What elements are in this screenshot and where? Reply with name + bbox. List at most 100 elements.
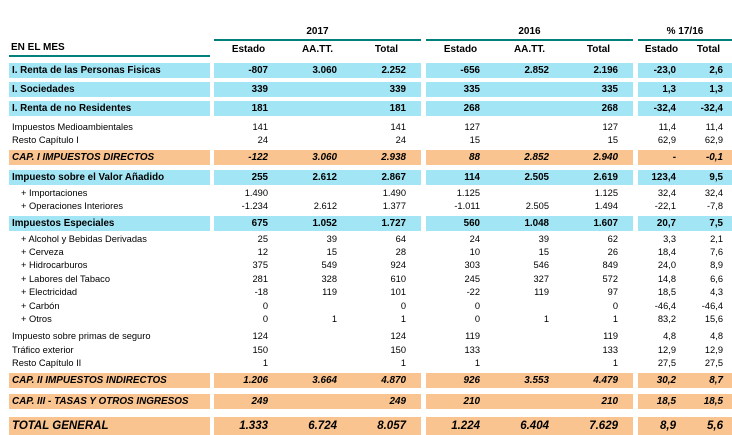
column-spacer [633,149,638,165]
cell-pct-estado: 18,5 [638,286,685,300]
cell-2016-aatt: 2.505 [495,200,564,214]
cell-pct-total: 6,6 [685,272,732,287]
column-spacer [210,343,214,358]
cell-pct-total: 2,6 [685,63,732,78]
table-row: CAP. III - TASAS Y OTROS INGRESOS 249 24… [9,394,732,410]
row-label: CAP. II IMPUESTOS INDIRECTOS [9,373,210,389]
column-spacer [210,169,214,185]
col-header-2017-aatt: AA.TT. [301,44,334,55]
cell-2016-aatt: 1 [495,312,564,327]
cell-2017-aatt: 3.664 [283,373,352,389]
cell-pct-estado: 123,4 [638,169,685,185]
column-spacer [210,215,214,231]
cell-2017-estado: 249 [214,394,283,410]
row-label: CAP. III - TASAS Y OTROS INGRESOS [9,394,210,410]
cell-2017-aatt: 2.612 [283,169,352,185]
cell-pct-estado: 12,9 [638,343,685,358]
column-spacer [421,417,426,435]
column-spacer [210,286,214,300]
table-row: + Otros 0 1 1 0 1 1 83,2 15,6 [9,312,732,327]
cell-2017-total: 141 [352,121,421,135]
cell-2016-aatt [495,299,564,313]
cell-2016-estado: 119 [426,330,495,344]
row-label: + Cerveza [9,245,210,260]
cell-2016-total: 127 [564,121,633,135]
cell-2017-aatt: 3.060 [283,63,352,78]
cell-2017-estado: 150 [214,343,283,358]
corner-label: EN EL MES [9,22,210,57]
cell-2017-aatt [283,357,352,371]
column-spacer [421,101,426,116]
column-spacer [421,200,426,214]
cell-2016-aatt [495,394,564,410]
column-spacer [633,299,638,313]
cell-2017-total: 924 [352,259,421,273]
column-spacer [421,245,426,260]
cell-2016-estado: 268 [426,101,495,116]
table-row: Resto Capítulo I 24 24 15 15 62,9 62,9 [9,134,732,148]
column-spacer [633,259,638,273]
cell-2017-aatt: 1.052 [283,215,352,231]
cell-2016-estado: 114 [426,169,495,185]
row-label: + Hidrocarburos [9,259,210,273]
column-spacer [421,272,426,287]
cell-2017-aatt: 2.612 [283,200,352,214]
cell-2016-estado: 15 [426,134,495,148]
cell-2017-total: 150 [352,343,421,358]
table-row: Impuesto sobre primas de seguro 124 124 … [9,330,732,344]
cell-2017-total: 24 [352,134,421,148]
cell-2017-total: 64 [352,232,421,246]
row-label: + Operaciones Interiores [9,200,210,214]
cell-2017-estado: -807 [214,63,283,78]
row-label: I. Renta de no Residentes [9,101,210,116]
column-spacer [421,259,426,273]
cell-2017-aatt [283,330,352,344]
cell-pct-estado: 30,2 [638,373,685,389]
table-row: Impuesto sobre el Valor Añadido 255 2.61… [9,169,732,185]
column-spacer [633,417,638,435]
column-spacer [633,232,638,246]
year-2017-label: 2017 [214,22,421,41]
cell-2016-estado: 88 [426,149,495,165]
row-label: I. Sociedades [9,82,210,97]
cell-2017-total: 8.057 [352,417,421,435]
cell-2016-aatt [495,186,564,201]
column-spacer [421,232,426,246]
cell-pct-total: -7,8 [685,200,732,214]
cell-2016-total: 97 [564,286,633,300]
cell-pct-estado: -22,1 [638,200,685,214]
cell-2016-total: 26 [564,245,633,260]
cell-2017-estado: 281 [214,272,283,287]
row-label: Resto Capítulo II [9,357,210,371]
column-spacer [421,357,426,371]
cell-2016-aatt: 327 [495,272,564,287]
cell-2016-aatt: 15 [495,245,564,260]
cell-pct-estado: 18,4 [638,245,685,260]
cell-2016-total: 1 [564,312,633,327]
cell-2017-total: 181 [352,101,421,116]
cell-pct-total: 27,5 [685,357,732,371]
cell-2016-total: 15 [564,134,633,148]
cell-pct-total: 9,5 [685,169,732,185]
cell-pct-estado: 62,9 [638,134,685,148]
cell-2017-estado: 1 [214,357,283,371]
cell-2016-estado: 10 [426,245,495,260]
column-spacer [210,394,214,410]
cell-2016-total: 1.494 [564,200,633,214]
cell-2016-total: 210 [564,394,633,410]
cell-2017-estado: 255 [214,169,283,185]
cell-2017-total: 0 [352,299,421,313]
cell-2016-total: 335 [564,82,633,97]
cell-2016-aatt: 3.553 [495,373,564,389]
column-spacer [633,169,638,185]
col-header-2016-aatt: AA.TT. [513,44,546,55]
cell-2017-estado: -1.234 [214,200,283,214]
col-header-pct-total: Total [696,44,721,55]
cell-pct-total: 7,6 [685,245,732,260]
row-label: + Alcohol y Bebidas Derivadas [9,232,210,246]
cell-2017-aatt [283,299,352,313]
col-header-2017-total: Total [374,44,399,55]
column-spacer [210,272,214,287]
column-spacer [633,272,638,287]
column-spacer [633,215,638,231]
